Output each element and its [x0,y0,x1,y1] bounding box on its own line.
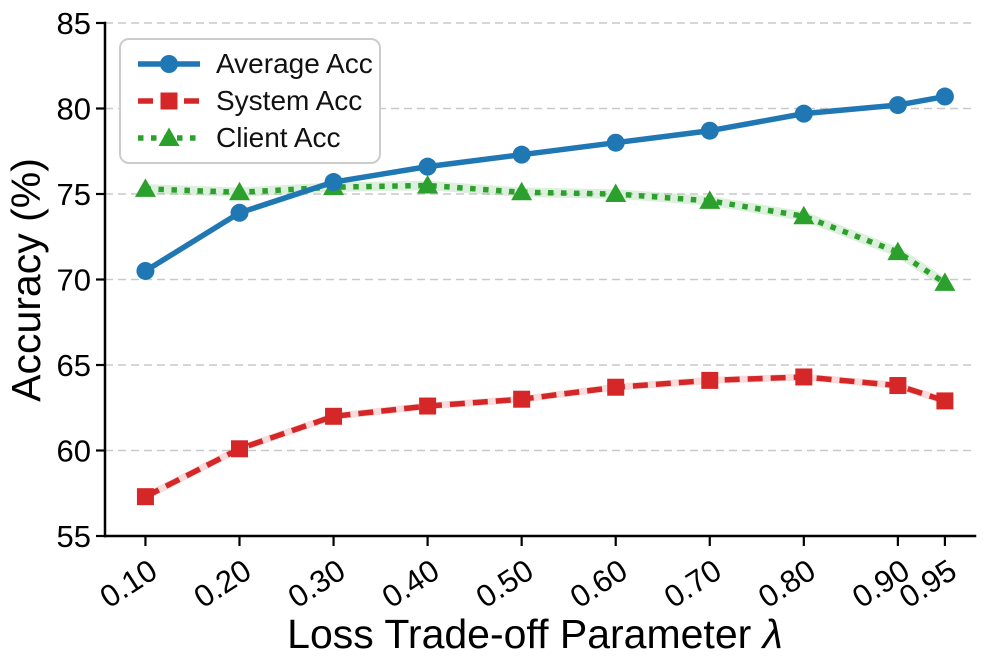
marker-circle [418,157,437,176]
x-tick-label-0.30: 0.30 [282,553,352,615]
marker-square [513,390,531,408]
marker-triangle [793,205,815,225]
legend-sample-client-acc [138,127,200,146]
x-tick-label-0.80: 0.80 [752,553,822,615]
marker-triangle [511,181,533,201]
marker-square [701,371,719,389]
x-tick-labels: 0.10 0.20 0.30 0.40 0.50 0.60 0.70 0.80 0.900.95 [94,553,963,615]
marker-triangle [934,272,956,291]
y-tick-label-60: 60 [57,434,91,469]
marker-square [936,392,954,410]
x-tick-label-0.95: 0.95 [893,553,963,615]
legend-marker-circle [160,55,178,74]
marker-square [230,440,248,458]
marker-circle [512,145,531,164]
legend-marker-triangle [158,127,180,146]
legend-sample-system-acc [138,92,200,110]
marker-triangle [605,183,627,202]
series-line-average-acc [143,93,946,274]
y-tick-label-85: 85 [57,6,91,41]
marker-triangle [228,181,250,201]
y-tick-label-80: 80 [57,92,91,127]
legend-item-system-acc: System Acc [137,83,369,120]
y-tick-label-75: 75 [57,177,91,212]
series-client-acc [134,174,956,291]
marker-triangle [699,190,721,209]
series-layer [134,87,956,506]
y-tick-labels: 55 60 65 70 75 80 85 [57,6,91,554]
marker-triangle [887,241,909,261]
y-tick-label-70: 70 [57,263,91,298]
x-tick-label-0.60: 0.60 [564,553,634,615]
marker-circle [606,133,625,152]
legend: Average Acc System Acc Client Acc [119,38,381,164]
x-axis-label: Loss Trade-off Parameter λ [287,611,783,657]
legend-label: System Acc [216,85,363,116]
marker-circle [136,261,155,280]
marker-square [136,488,154,506]
marker-square [419,397,437,415]
marker-circle [794,104,813,123]
series-average-acc [136,87,954,280]
marker-circle [324,173,343,192]
marker-circle [230,203,249,222]
series-line-system-acc [144,374,946,500]
marker-triangle [134,178,156,197]
legend-label: Client Acc [216,121,341,153]
marker-square [607,378,625,396]
marker-circle [935,87,954,106]
legend-marker-square [160,92,178,110]
legend-item-average-acc: Average Acc [137,46,373,83]
x-tick-label-0.20: 0.20 [188,553,258,615]
y-tick-label-55: 55 [57,519,91,554]
series-system-acc [136,368,954,506]
marker-square [325,407,343,425]
x-tick-label-0.50: 0.50 [470,553,540,615]
legend-label: Average Acc [216,48,373,80]
x-tick-label-0.10: 0.10 [94,553,164,615]
x-tick-label-0.70: 0.70 [658,553,728,615]
marker-circle [700,121,719,140]
legend-item-client-acc: Client Acc [137,119,369,156]
marker-square [795,368,813,386]
marker-square [889,377,907,395]
marker-circle [888,96,907,115]
series-band-client-acc [140,180,950,288]
x-tick-label-0.40: 0.40 [376,553,446,615]
y-axis-label: Accuracy (%) [3,158,49,402]
y-tick-label-65: 65 [57,348,91,383]
axis-ticks [96,21,947,546]
legend-sample-average-acc [138,55,200,74]
marker-triangle [417,174,439,194]
series-line-client-acc [145,182,947,286]
